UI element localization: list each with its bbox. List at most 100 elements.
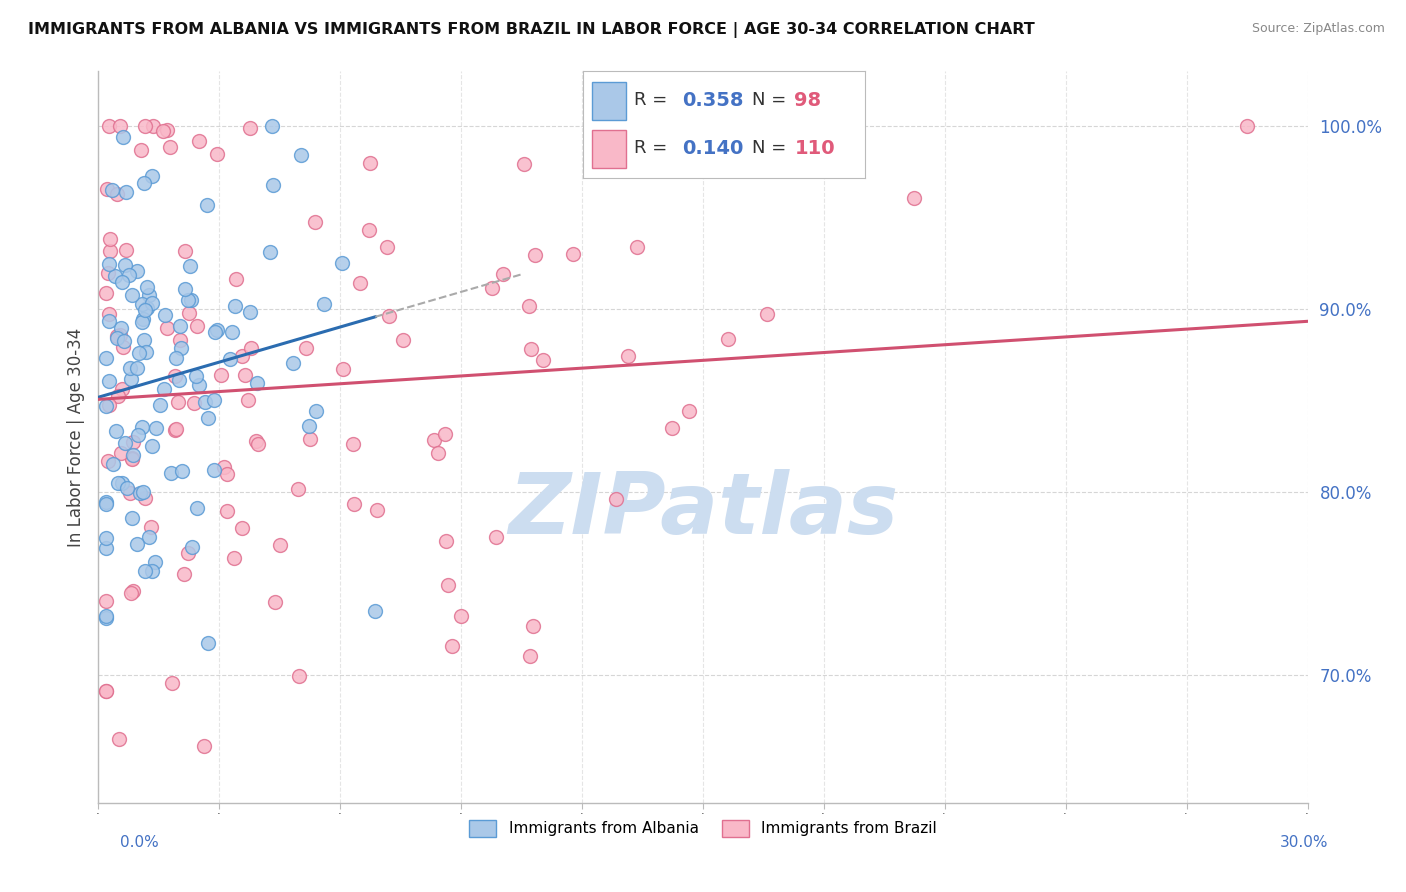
Point xyxy=(217,504,239,518)
Point xyxy=(194,394,217,409)
Point xyxy=(245,434,267,449)
Point xyxy=(180,541,202,555)
Point xyxy=(217,467,239,481)
Point xyxy=(298,432,321,446)
Point xyxy=(107,331,129,345)
Point xyxy=(153,308,176,322)
Point xyxy=(173,282,195,296)
Point xyxy=(135,280,157,294)
Point xyxy=(131,419,153,434)
Point xyxy=(134,333,156,347)
Point xyxy=(392,333,415,347)
Point xyxy=(112,334,135,349)
Point xyxy=(221,325,243,339)
Point xyxy=(100,183,122,197)
Point xyxy=(186,318,208,333)
Point xyxy=(436,578,458,592)
Point xyxy=(159,139,181,153)
Point xyxy=(118,268,141,282)
Point xyxy=(294,342,316,356)
Point xyxy=(96,684,118,698)
Point xyxy=(98,257,121,271)
Point xyxy=(134,344,156,359)
Point xyxy=(134,491,156,505)
Point xyxy=(111,475,134,490)
Point xyxy=(165,351,187,366)
Point xyxy=(263,595,285,609)
Point xyxy=(304,215,326,229)
Point xyxy=(903,191,925,205)
Point xyxy=(131,315,153,329)
Point xyxy=(364,604,387,618)
Point xyxy=(98,231,121,245)
Point xyxy=(519,648,541,663)
Point xyxy=(269,538,291,552)
Point xyxy=(97,454,120,468)
Point xyxy=(115,243,138,257)
Point xyxy=(434,534,457,549)
Point xyxy=(343,497,366,511)
Point xyxy=(132,312,155,326)
Point xyxy=(101,457,124,471)
Point xyxy=(96,286,118,301)
Point xyxy=(492,267,515,281)
FancyBboxPatch shape xyxy=(592,82,626,120)
Point xyxy=(96,182,118,196)
Point xyxy=(193,739,215,753)
Point xyxy=(97,266,120,280)
Point xyxy=(165,423,187,437)
Point xyxy=(197,410,219,425)
Point xyxy=(378,309,401,323)
Point xyxy=(517,300,540,314)
Point xyxy=(195,198,218,212)
Point xyxy=(186,368,208,383)
Point xyxy=(522,618,544,632)
Point xyxy=(616,349,638,363)
Point xyxy=(108,328,131,343)
Point xyxy=(314,296,336,310)
Text: 0.0%: 0.0% xyxy=(120,836,159,850)
Text: N =: N = xyxy=(752,139,792,157)
Point xyxy=(224,299,246,313)
Point xyxy=(626,239,648,253)
Point xyxy=(98,244,121,258)
Point xyxy=(755,307,778,321)
Point xyxy=(231,349,253,363)
Point xyxy=(219,351,242,366)
Point xyxy=(96,399,118,413)
Point xyxy=(183,395,205,409)
Point xyxy=(204,325,226,339)
Point xyxy=(114,185,136,199)
Point xyxy=(104,424,127,438)
Text: Source: ZipAtlas.com: Source: ZipAtlas.com xyxy=(1251,22,1385,36)
Point xyxy=(97,374,120,388)
Point xyxy=(127,537,149,551)
Point xyxy=(138,287,160,301)
Point xyxy=(224,551,246,566)
Point xyxy=(104,269,127,284)
Text: N =: N = xyxy=(752,91,792,109)
Point xyxy=(97,119,120,133)
Point xyxy=(202,393,225,408)
Point xyxy=(118,486,141,500)
Point xyxy=(259,244,281,259)
Point xyxy=(717,332,740,346)
Point xyxy=(132,485,155,500)
Point xyxy=(107,389,129,403)
Point xyxy=(377,239,399,253)
Point xyxy=(225,272,247,286)
Point xyxy=(179,260,201,274)
Point xyxy=(96,351,118,365)
Point xyxy=(111,275,134,289)
Point xyxy=(128,346,150,360)
Point xyxy=(141,564,163,578)
Point xyxy=(152,124,174,138)
Point xyxy=(349,276,371,290)
Point xyxy=(188,377,211,392)
Point xyxy=(332,362,354,376)
Point xyxy=(110,321,132,335)
Point xyxy=(305,403,328,417)
Point xyxy=(238,393,260,408)
Text: 0.140: 0.140 xyxy=(682,139,744,158)
Point xyxy=(512,157,534,171)
